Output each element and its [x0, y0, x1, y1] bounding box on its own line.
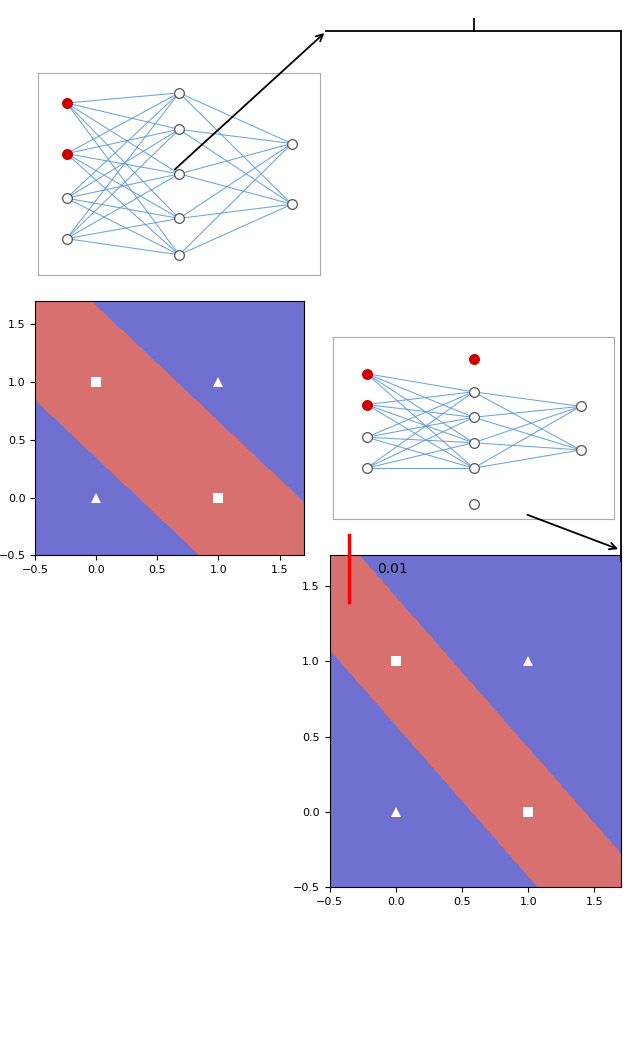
Text: 0.01: 0.01	[378, 562, 408, 576]
